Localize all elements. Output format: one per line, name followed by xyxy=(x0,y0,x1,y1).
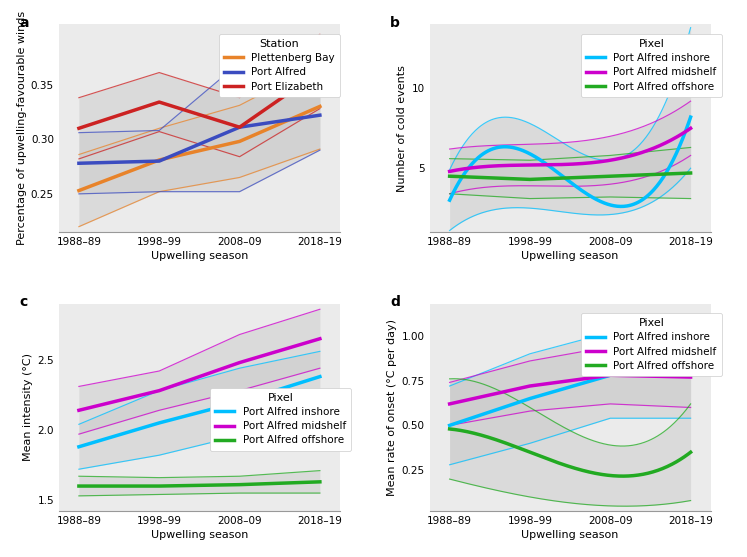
X-axis label: Upwelling season: Upwelling season xyxy=(521,251,619,261)
Y-axis label: Number of cold events: Number of cold events xyxy=(397,65,407,192)
Y-axis label: Mean intensity (°C): Mean intensity (°C) xyxy=(23,354,33,462)
Y-axis label: Mean rate of onset (°C per day): Mean rate of onset (°C per day) xyxy=(388,319,397,496)
Text: a: a xyxy=(19,16,29,30)
X-axis label: Upwelling season: Upwelling season xyxy=(151,530,248,540)
Legend: Port Alfred inshore, Port Alfred midshelf, Port Alfred offshore: Port Alfred inshore, Port Alfred midshel… xyxy=(581,34,722,97)
X-axis label: Upwelling season: Upwelling season xyxy=(521,530,619,540)
Legend: Port Alfred inshore, Port Alfred midshelf, Port Alfred offshore: Port Alfred inshore, Port Alfred midshel… xyxy=(581,313,722,376)
Text: d: d xyxy=(390,295,400,309)
Text: b: b xyxy=(390,16,400,30)
Legend: Port Alfred inshore, Port Alfred midshelf, Port Alfred offshore: Port Alfred inshore, Port Alfred midshel… xyxy=(210,388,351,451)
Legend: Plettenberg Bay, Port Alfred, Port Elizabeth: Plettenberg Bay, Port Alfred, Port Eliza… xyxy=(219,34,340,97)
X-axis label: Upwelling season: Upwelling season xyxy=(151,251,248,261)
Text: c: c xyxy=(19,295,28,309)
Y-axis label: Percentage of upwelling-favourable winds: Percentage of upwelling-favourable winds xyxy=(16,11,27,245)
